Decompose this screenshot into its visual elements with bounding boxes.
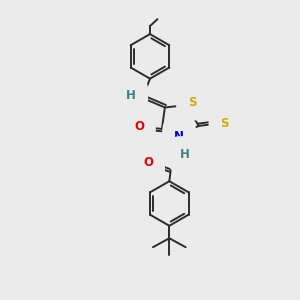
Text: O: O <box>143 156 153 169</box>
Text: N: N <box>174 130 184 143</box>
Text: H: H <box>126 89 136 102</box>
Text: S: S <box>220 117 229 130</box>
Text: S: S <box>188 96 196 109</box>
Text: O: O <box>134 120 144 133</box>
Text: H: H <box>180 148 190 161</box>
